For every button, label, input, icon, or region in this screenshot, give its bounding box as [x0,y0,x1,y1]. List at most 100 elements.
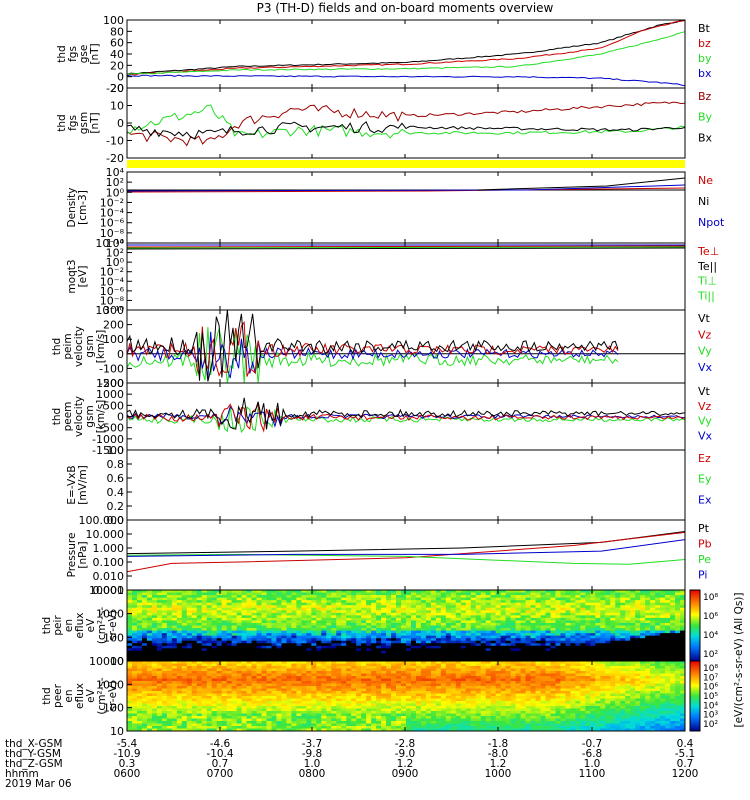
heatmap-cell [440,610,447,614]
heatmap-cell [306,696,312,699]
heatmap-cell [465,590,472,593]
heatmap-cell [585,648,591,652]
heatmap-cell [430,655,437,659]
heatmap-cell [276,673,282,677]
heatmap-cell [580,600,586,604]
y-axis-label: thd peim velocity gsm [km/s] [51,326,107,367]
heatmap-cell [670,638,676,642]
heatmap-cell [271,663,277,667]
heatmap-cell [196,703,203,707]
heatmap-cell [625,633,631,637]
heatmap-cell [196,633,203,637]
heatmap-cell [445,612,452,616]
heatmap-cell [535,615,541,619]
heatmap-cell [475,607,482,611]
heatmap-cell [236,643,242,647]
heatmap-cell [131,698,138,702]
heatmap-cell [246,592,252,596]
heatmap-cell [221,612,228,616]
heatmap-cell [401,648,407,652]
heatmap-cell [281,630,287,634]
heatmap-cell [580,620,586,624]
heatmap-cell [575,648,581,652]
heatmap-cell [146,625,153,629]
y-tick-label: 10⁴ [106,237,125,250]
heatmap-cell [331,708,337,712]
heatmap-cell [281,615,287,619]
heatmap-cell [166,633,173,637]
heatmap-cell [136,615,143,619]
heatmap-cell [156,638,163,642]
heatmap-cell [356,668,362,672]
heatmap-cell [191,671,198,674]
heatmap-cell [510,607,516,611]
heatmap-cell [276,696,282,699]
heatmap-cell [127,643,133,647]
heatmap-cell [610,610,616,614]
heatmap-cell [336,663,342,667]
heatmap-cell [226,655,233,659]
heatmap-cell [371,605,377,609]
heatmap-cell [326,610,332,614]
heatmap-cell [211,696,218,699]
heatmap-cell [376,635,382,639]
heatmap-cell [406,597,412,601]
heatmap-cell [211,595,218,599]
heatmap-cell [430,622,437,626]
y-tick-label: -100 [99,362,124,375]
heatmap-cell [545,655,551,659]
heatmap-cell [331,612,337,616]
heatmap-cell [216,668,223,672]
heatmap-cell [211,728,218,732]
heatmap-cell [410,643,417,647]
heatmap-cell [236,708,242,712]
heatmap-cell [136,607,143,611]
heatmap-cell [226,708,233,712]
heatmap-cell [301,633,307,637]
heatmap-cell [191,645,198,649]
heatmap-cell [246,638,252,642]
heatmap-cell [151,590,158,593]
heatmap-cell [665,650,671,654]
heatmap-cell [460,648,467,652]
heatmap-cell [171,650,178,654]
y-tick-label: 10⁴ [106,166,125,179]
heatmap-cell [281,681,287,684]
heatmap-cell [171,625,178,629]
heatmap-cell [231,708,238,712]
heatmap-cell [331,653,337,657]
heatmap-cell [381,713,387,717]
heatmap-cell [221,630,228,634]
heatmap-cell [680,615,686,619]
heatmap-cell [321,708,327,712]
heatmap-cell [271,643,277,647]
heatmap-cell [276,691,282,694]
heatmap-cell [201,661,208,664]
heatmap-cell [241,686,247,689]
heatmap-cell [206,711,213,714]
heatmap-cell [615,612,621,616]
heatmap-cell [306,617,312,621]
heatmap-cell [231,681,238,684]
heatmap-cell [276,716,282,719]
heatmap-cell [341,671,347,674]
heatmap-cell [356,595,362,599]
heatmap-cell [261,630,267,634]
heatmap-cell [291,678,297,682]
heatmap-cell [500,615,507,619]
heatmap-cell [665,605,671,609]
heatmap-cell [196,610,203,614]
heatmap-cell [351,658,357,662]
heatmap-cell [166,706,173,709]
heatmap-cell [261,633,267,637]
heatmap-cell [371,686,377,689]
heatmap-cell [500,628,507,631]
heatmap-cell [191,723,198,727]
heatmap-cell [131,716,138,719]
heatmap-cell [535,653,541,657]
heatmap-cell [550,638,556,642]
heatmap-cell [281,668,287,672]
heatmap-cell [141,716,148,719]
heatmap-cell [520,592,526,596]
heatmap-cell [236,671,242,674]
